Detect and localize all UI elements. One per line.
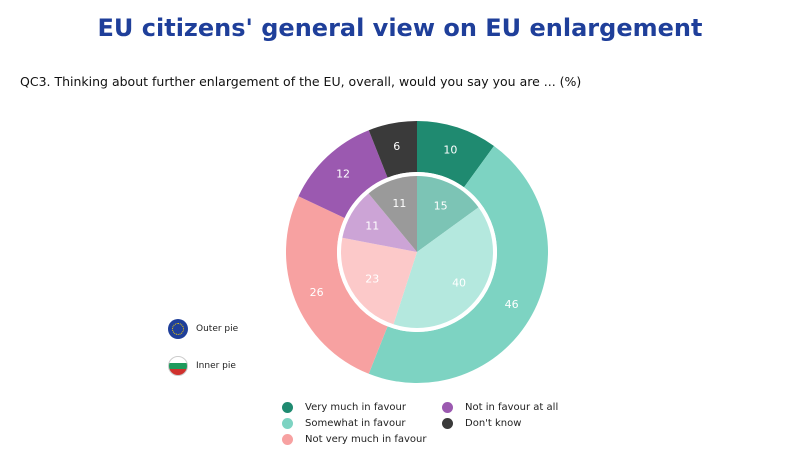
inner-pie-slice-2 xyxy=(341,237,417,325)
inner-pie-data-label-2: 23 xyxy=(365,272,379,285)
inner-pie-slice-4 xyxy=(368,176,417,252)
outer-pie-data-label-2: 26 xyxy=(310,286,324,299)
chart-title: EU citizens' general view on EU enlargem… xyxy=(97,14,703,42)
legend-item: Don't know xyxy=(442,418,521,429)
legend-label: Somewhat in favour xyxy=(305,418,406,429)
legend-label: Not very much in favour xyxy=(305,434,427,445)
legend-swatch xyxy=(282,434,293,445)
outer-pie-slice-4 xyxy=(368,121,417,178)
inner-pie-data-label-4: 11 xyxy=(392,197,406,210)
outer-pie-data-label-3: 12 xyxy=(336,167,350,180)
inner-pie-legend-item: Inner pie xyxy=(168,356,236,376)
legend-label: Not in favour at all xyxy=(465,402,559,413)
bulgaria-flag-icon xyxy=(168,356,188,376)
legend-item: Not in favour at all xyxy=(442,402,558,413)
inner-pie-data-label-0: 15 xyxy=(434,200,448,213)
outer-pie-label: Outer pie xyxy=(196,324,239,334)
outer-pie-slice-3 xyxy=(298,130,388,218)
outer-pie-slice-0 xyxy=(417,121,494,188)
inner-pie-slice-1 xyxy=(393,207,494,328)
inner-pie-slice-0 xyxy=(417,176,479,252)
legend-label: Don't know xyxy=(465,418,522,429)
legend-item: Very much in favour xyxy=(282,402,406,413)
legend-swatch xyxy=(282,402,293,413)
eu-flag-icon xyxy=(168,319,188,339)
inner-pie-label: Inner pie xyxy=(196,361,236,371)
legend-swatch xyxy=(442,402,453,413)
legend-label: Very much in favour xyxy=(305,402,406,413)
inner-pie-data-label-3: 11 xyxy=(365,220,379,233)
outer-pie-data-label-0: 10 xyxy=(443,143,457,156)
outer-pie-legend-item: Outer pie xyxy=(168,319,238,339)
outer-pie-data-label-1: 46 xyxy=(505,298,519,311)
legend-swatch xyxy=(282,418,293,429)
outer-pie-slice-2 xyxy=(286,196,388,374)
outer-pie-slice-1 xyxy=(368,146,549,384)
inner-pie-data-label-1: 40 xyxy=(452,277,466,290)
outer-pie-data-label-4: 6 xyxy=(393,140,400,153)
legend-swatch xyxy=(442,418,453,429)
inner-pie-slice-3 xyxy=(342,193,417,252)
legend-item: Somewhat in favour xyxy=(282,418,406,429)
question-text: QC3. Thinking about further enlargement … xyxy=(20,74,582,89)
legend-item: Not very much in favour xyxy=(282,434,427,445)
